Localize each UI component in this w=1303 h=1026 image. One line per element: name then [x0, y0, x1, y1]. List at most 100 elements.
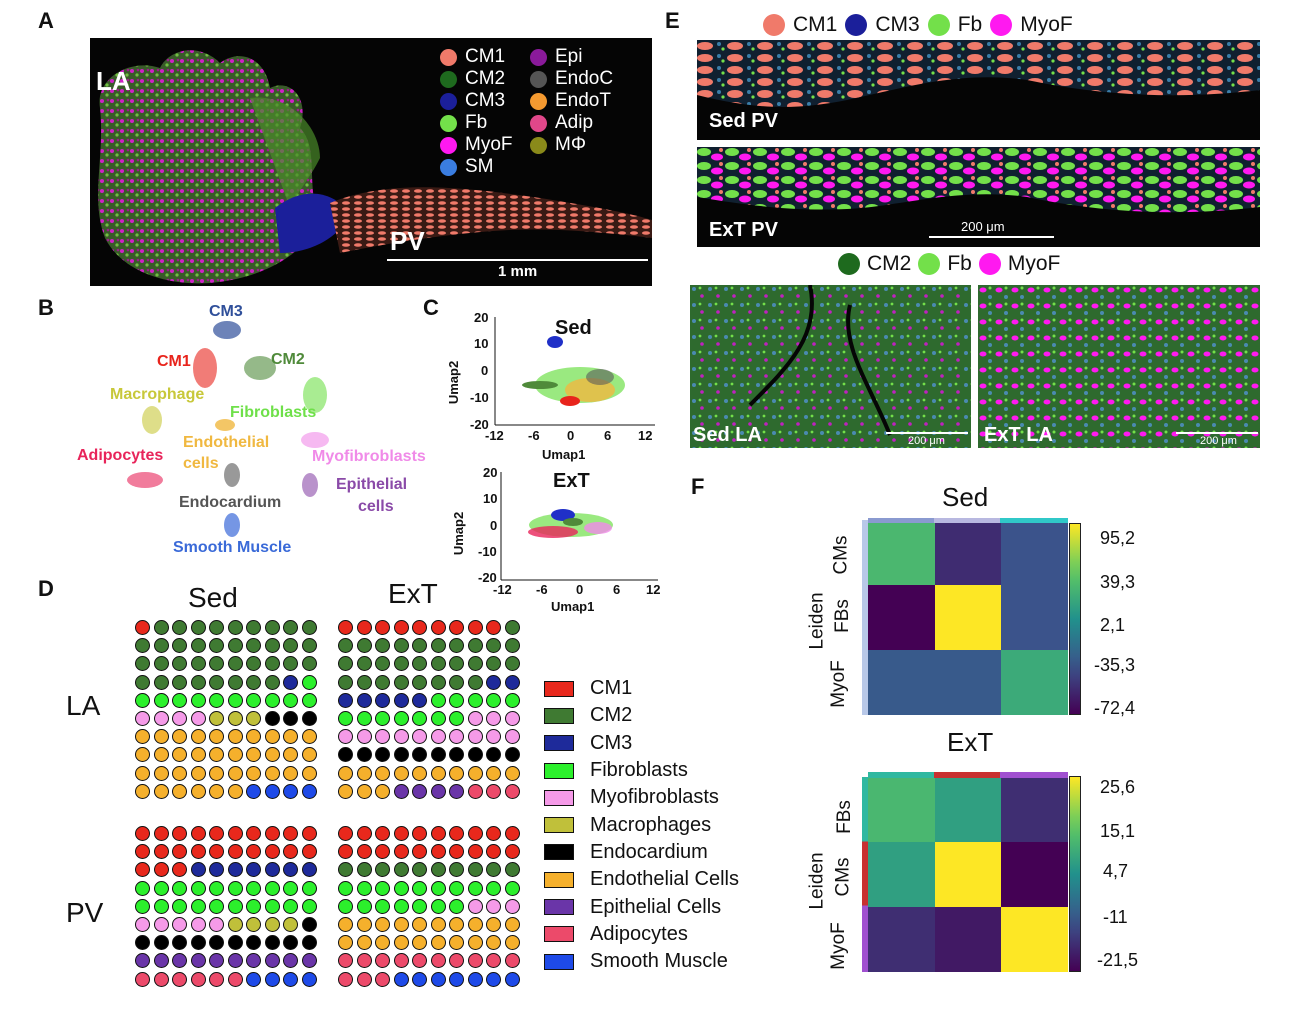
waffle-cell	[264, 953, 280, 969]
legend-label: Macrophages	[590, 813, 712, 836]
heatmap-row-label: MyoF	[827, 922, 849, 970]
waffle-cell	[301, 765, 317, 781]
legend-label: MyoF	[1007, 252, 1061, 275]
waffle-cell	[227, 862, 243, 878]
waffle-cell	[393, 747, 409, 763]
waffle-cell	[246, 898, 261, 914]
waffle-cell	[467, 692, 483, 708]
heatmap-row-label: FBs	[833, 800, 855, 834]
waffle-cell	[504, 935, 520, 951]
waffle-cell	[449, 765, 464, 781]
waffle-cell	[467, 747, 483, 763]
waffle-cell	[449, 935, 464, 951]
cluster-label: Fibroblasts	[230, 404, 317, 421]
waffle-cell	[338, 692, 353, 708]
waffle-cell	[153, 971, 169, 987]
heatmap-title: ExT	[947, 727, 994, 757]
waffle-cell	[172, 747, 187, 763]
legend-label: MyoF	[1020, 13, 1073, 36]
panel-label-d: D	[38, 576, 54, 601]
waffle-cell	[393, 916, 409, 932]
waffle-cell	[504, 783, 520, 799]
waffle-cell	[172, 783, 187, 799]
waffle-cell	[172, 620, 187, 635]
waffle-cell	[227, 656, 243, 672]
colorbar-tick: 39,3	[1100, 572, 1136, 592]
waffle-cell	[190, 844, 206, 860]
waffle-cell	[153, 765, 169, 781]
waffle-cell	[393, 692, 409, 708]
waffle-cell	[209, 898, 224, 914]
waffle-cell	[467, 674, 483, 690]
waffle-cell	[486, 710, 501, 726]
waffle-cell	[338, 656, 353, 672]
waffle-cell	[209, 692, 224, 708]
waffle-cell	[227, 747, 243, 763]
heatmap-cell	[868, 585, 935, 650]
waffle-cell	[356, 674, 372, 690]
waffle-cell	[430, 692, 446, 708]
waffle-cell	[356, 862, 372, 878]
waffle-cell	[135, 971, 150, 987]
waffle-cell	[412, 656, 427, 672]
heatmap-title: Sed	[942, 482, 989, 512]
scale-bar-label: 1 mm	[498, 263, 538, 280]
legend-swatch	[845, 14, 868, 36]
waffle-cell	[504, 656, 520, 672]
legend-label: MΦ	[555, 134, 586, 155]
colorbar-sed	[1069, 523, 1081, 715]
waffle-cell	[264, 844, 280, 860]
waffle-cell	[172, 692, 187, 708]
waffle-cell	[504, 898, 520, 914]
waffle-cell	[393, 710, 409, 726]
colorbar-tick: 15,1	[1100, 821, 1136, 841]
umap-sed-graphic	[494, 317, 655, 426]
legend-swatch	[530, 70, 547, 88]
legend-label: CM1	[793, 13, 838, 36]
colorbar-tick: -35,3	[1094, 655, 1136, 675]
legend-item: CM2	[440, 68, 513, 90]
waffle-cell	[153, 844, 169, 860]
waffle-cell	[486, 620, 501, 635]
y-tick: -10	[478, 544, 497, 559]
waffle-cell	[209, 844, 224, 860]
waffle-cell	[375, 620, 390, 635]
legend-left: CM1 CM2 CM3 Fb MyoF SM	[440, 46, 513, 178]
waffle-cell	[283, 880, 298, 896]
heatmap-cell	[868, 907, 935, 972]
heatmap-ext	[868, 777, 1068, 972]
legend-swatch	[544, 844, 574, 861]
waffle-cell	[449, 692, 464, 708]
waffle-cell	[356, 729, 372, 745]
legend-label: SM	[465, 156, 494, 177]
waffle-cell	[486, 747, 501, 763]
heatmap-row-label: CMs	[830, 535, 852, 575]
waffle-cell	[227, 935, 243, 951]
waffle-cell	[356, 620, 372, 635]
waffle-cell	[504, 862, 520, 878]
waffle-cell	[153, 747, 169, 763]
waffle-cell	[356, 765, 372, 781]
waffle-cell	[486, 935, 501, 951]
waffle-cell	[227, 638, 243, 654]
waffle-cell	[283, 747, 298, 763]
waffle-cell	[264, 747, 280, 763]
waffle-cell	[301, 880, 317, 896]
legend-swatch	[978, 253, 1001, 275]
colorbar-tick: 25,6	[1100, 777, 1136, 797]
x-tick: 0	[576, 582, 584, 597]
legend-swatch	[440, 70, 457, 88]
legend-label: CM3	[465, 90, 506, 111]
column-title-ext: ExT	[388, 578, 438, 609]
waffle-cell	[264, 729, 280, 745]
micrograph-sed-la-graphic	[690, 285, 971, 448]
waffle-cell	[393, 620, 409, 635]
waffle-cell	[135, 692, 150, 708]
legend-swatch	[544, 899, 574, 916]
waffle-cell	[449, 620, 464, 635]
waffle-cell	[338, 674, 353, 690]
micrograph-ext-la: ExT LA 200 μm	[978, 285, 1260, 448]
waffle-cell	[356, 656, 372, 672]
waffle-cell	[301, 898, 317, 914]
waffle-cell	[356, 880, 372, 896]
